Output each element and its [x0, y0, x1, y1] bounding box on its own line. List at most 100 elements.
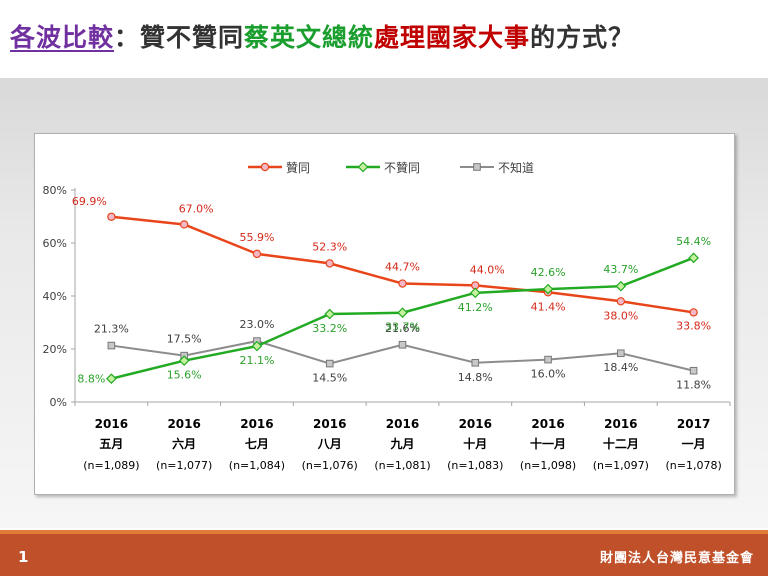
title-part-comparison: 各波比較 [10, 23, 115, 52]
page-number: 1 [18, 548, 29, 566]
data-label-approve: 41.4% [531, 300, 566, 313]
data-label-approve: 55.9% [239, 231, 274, 244]
legend-label-disapprove: 不贊同 [384, 161, 420, 175]
x-label-sample-size: (n=1,097) [593, 459, 649, 472]
x-label-month: 七月 [245, 437, 269, 451]
data-label-approve: 67.0% [179, 202, 214, 215]
chart-panel: 0% 20% 40% 60% 80% 2016 五月 (n=1,089) 2016 六月 (n=1,… [34, 133, 735, 495]
y-tick-label: 40% [43, 290, 67, 303]
data-label-disapprove: 33.7% [385, 321, 420, 334]
x-label-year: 2016 [313, 417, 346, 431]
data-point-disapprove [178, 355, 190, 367]
legend-marker-approve [260, 162, 270, 172]
title-part-question: ：贊不贊同 [114, 23, 245, 52]
x-label-month: 十二月 [603, 436, 639, 451]
data-label-disapprove: 21.1% [239, 354, 274, 367]
data-label-unknown: 14.5% [312, 372, 347, 385]
x-label-month: 九月 [389, 436, 414, 451]
data-label-unknown: 11.8% [676, 379, 711, 392]
data-label-disapprove: 41.2% [458, 301, 493, 314]
y-tick-label: 20% [43, 343, 67, 356]
x-label-sample-size: (n=1,089) [83, 459, 139, 472]
data-label-approve: 69.9% [72, 195, 107, 208]
data-label-disapprove: 8.8% [77, 373, 105, 386]
y-tick-label: 60% [43, 237, 67, 250]
x-label-sample-size: (n=1,076) [302, 459, 358, 472]
data-point-disapprove [106, 373, 117, 385]
x-label-sample-size: (n=1,077) [156, 459, 212, 472]
title-part-affairs: 處理國家大事 [374, 23, 531, 52]
legend-marker-unknown [473, 163, 481, 171]
data-point-approve [325, 259, 334, 268]
data-label-disapprove: 42.6% [531, 266, 566, 279]
data-point-approve [616, 297, 626, 306]
data-point-disapprove [324, 308, 336, 320]
data-point-disapprove [688, 252, 699, 264]
x-label-year: 2016 [95, 417, 128, 431]
title-bar: 各波比較：贊不贊同蔡英文總統處理國家大事的方式？ [0, 0, 768, 78]
x-label-year: 2016 [459, 417, 492, 431]
line-chart: 0% 20% 40% 60% 80% 2016 五月 (n=1,089) 2016 六月 (n=1,… [43, 161, 731, 472]
data-point-approve [689, 308, 698, 317]
y-tick-label: 0% [50, 396, 67, 409]
x-label-year: 2016 [240, 417, 273, 431]
legend-label-unknown: 不知道 [498, 161, 534, 175]
x-label-month: 八月 [317, 437, 342, 451]
data-label-unknown: 14.8% [458, 371, 493, 384]
data-point-approve [107, 212, 116, 221]
data-point-disapprove [615, 280, 627, 292]
x-label-sample-size: (n=1,084) [229, 459, 285, 472]
x-label-sample-size: (n=1,098) [520, 459, 576, 472]
data-label-unknown: 23.0% [239, 318, 274, 331]
data-point-approve [252, 249, 262, 259]
data-label-disapprove: 43.7% [603, 263, 638, 276]
data-label-disapprove: 54.4% [676, 235, 711, 248]
data-point-disapprove [469, 287, 481, 299]
slide-title: 各波比較：贊不贊同蔡英文總統處理國家大事的方式？ [10, 18, 634, 58]
x-label-sample-size: (n=1,078) [665, 459, 721, 472]
legend-marker-disapprove [357, 161, 369, 173]
title-part-president: 蔡英文總統 [244, 23, 375, 52]
x-label-year: 2016 [167, 417, 200, 431]
data-label-approve: 33.8% [676, 319, 711, 332]
x-label-month: 六月 [172, 436, 196, 451]
footer-bar: 1 財團法人台灣民意基金會 [0, 530, 768, 576]
x-label-month: 十月 [463, 436, 487, 451]
data-point-unknown [325, 359, 334, 368]
data-point-approve [179, 220, 189, 229]
x-label-year: 2016 [604, 417, 637, 431]
organization-name: 財團法人台灣民意基金會 [599, 551, 754, 566]
x-label-year: 2016 [531, 417, 564, 431]
data-point-unknown [544, 355, 552, 364]
data-point-disapprove [397, 307, 408, 319]
data-point-unknown [689, 366, 698, 375]
x-label-year: 2017 [677, 417, 710, 431]
data-label-approve: 44.7% [385, 261, 420, 274]
x-label-month: 一月 [682, 437, 706, 451]
data-point-unknown [471, 358, 480, 367]
data-point-disapprove [251, 340, 263, 352]
data-point-unknown [107, 341, 116, 350]
data-label-unknown: 21.6% [385, 322, 420, 335]
data-label-approve: 38.0% [603, 309, 638, 322]
x-label-sample-size: (n=1,083) [447, 459, 503, 472]
data-label-unknown: 17.5% [167, 333, 202, 346]
data-label-disapprove: 33.2% [312, 322, 347, 335]
data-label-disapprove: 15.6% [167, 369, 202, 382]
data-label-unknown: 21.3% [94, 323, 129, 336]
data-point-unknown [398, 340, 407, 349]
legend-label-approve: 贊同 [286, 161, 310, 175]
data-point-disapprove [542, 283, 554, 295]
x-label-month: 十一月 [530, 436, 566, 451]
title-part-method: 的方式？ [530, 23, 635, 52]
data-label-approve: 44.0% [470, 263, 505, 276]
data-point-approve [398, 279, 407, 288]
data-label-unknown: 16.0% [531, 368, 566, 381]
x-label-sample-size: (n=1,081) [374, 459, 430, 472]
x-label-month: 五月 [99, 437, 123, 451]
data-point-unknown [617, 349, 625, 358]
y-tick-label: 80% [43, 184, 67, 197]
x-label-year: 2016 [386, 417, 419, 431]
data-label-approve: 52.3% [312, 240, 347, 253]
data-label-unknown: 18.4% [603, 361, 638, 374]
